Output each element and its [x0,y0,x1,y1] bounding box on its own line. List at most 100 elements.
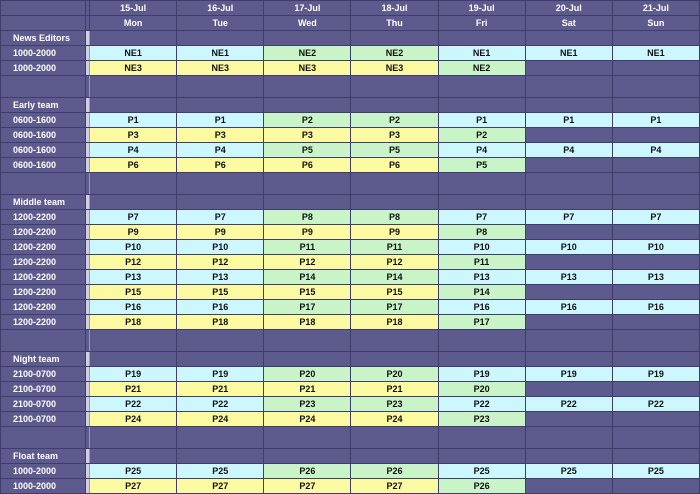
shift-cell[interactable]: P1 [611,112,700,128]
shift-cell[interactable]: P8 [263,209,352,225]
shift-cell[interactable]: P2 [437,127,526,143]
shift-cell[interactable]: P14 [263,269,352,285]
shift-cell[interactable]: P4 [611,142,700,158]
shift-cell[interactable]: P1 [437,112,526,128]
shift-cell[interactable]: P8 [437,224,526,240]
shift-cell[interactable]: P14 [350,269,439,285]
shift-cell[interactable]: NE3 [176,60,265,76]
shift-cell[interactable]: P24 [89,411,178,427]
shift-cell[interactable]: NE1 [89,45,178,61]
shift-cell[interactable]: P20 [350,366,439,382]
shift-cell[interactable]: P10 [176,239,265,255]
shift-cell[interactable]: P10 [437,239,526,255]
shift-cell[interactable]: P2 [350,112,439,128]
shift-cell[interactable]: P4 [437,142,526,158]
shift-cell[interactable]: P26 [437,478,526,494]
shift-cell[interactable]: P11 [437,254,526,270]
shift-cell[interactable]: P7 [89,209,178,225]
shift-cell[interactable]: P16 [176,299,265,315]
shift-cell[interactable]: P22 [437,396,526,412]
shift-cell[interactable]: P27 [350,478,439,494]
shift-cell[interactable]: P16 [611,299,700,315]
shift-cell[interactable]: NE1 [176,45,265,61]
shift-cell[interactable]: P22 [89,396,178,412]
shift-cell[interactable]: NE3 [350,60,439,76]
shift-cell[interactable]: P13 [176,269,265,285]
shift-cell[interactable]: P19 [437,366,526,382]
shift-cell[interactable]: P3 [350,127,439,143]
shift-cell[interactable]: P3 [176,127,265,143]
shift-cell[interactable]: P21 [263,381,352,397]
shift-cell[interactable]: P25 [611,463,700,479]
shift-cell[interactable]: P17 [263,299,352,315]
shift-cell[interactable]: P9 [263,224,352,240]
shift-cell[interactable]: P6 [176,157,265,173]
shift-cell[interactable]: P20 [263,366,352,382]
shift-cell[interactable]: P25 [176,463,265,479]
shift-cell[interactable]: NE2 [437,60,526,76]
shift-cell[interactable]: P15 [89,284,178,300]
shift-cell[interactable]: NE1 [611,45,700,61]
shift-cell[interactable]: P12 [263,254,352,270]
shift-cell[interactable]: P23 [350,396,439,412]
shift-cell[interactable]: P16 [89,299,178,315]
shift-cell[interactable]: P9 [176,224,265,240]
shift-cell[interactable]: NE2 [263,45,352,61]
shift-cell[interactable]: P1 [89,112,178,128]
shift-cell[interactable]: P6 [350,157,439,173]
shift-cell[interactable]: P2 [263,112,352,128]
shift-cell[interactable]: P5 [437,157,526,173]
shift-cell[interactable]: P26 [263,463,352,479]
shift-cell[interactable]: P18 [176,314,265,330]
shift-cell[interactable]: P21 [89,381,178,397]
shift-cell[interactable]: P19 [524,366,613,382]
shift-cell[interactable]: P25 [437,463,526,479]
shift-cell[interactable]: P10 [524,239,613,255]
shift-cell[interactable]: NE2 [350,45,439,61]
shift-cell[interactable]: P9 [350,224,439,240]
shift-cell[interactable]: P18 [89,314,178,330]
shift-cell[interactable]: P12 [89,254,178,270]
shift-cell[interactable]: NE3 [89,60,178,76]
shift-cell[interactable]: P12 [350,254,439,270]
shift-cell[interactable]: P24 [350,411,439,427]
shift-cell[interactable]: P24 [263,411,352,427]
shift-cell[interactable]: P19 [176,366,265,382]
shift-cell[interactable]: NE3 [263,60,352,76]
shift-cell[interactable]: P27 [89,478,178,494]
shift-cell[interactable]: P3 [89,127,178,143]
shift-cell[interactable]: P21 [350,381,439,397]
shift-cell[interactable]: P8 [350,209,439,225]
shift-cell[interactable]: P23 [437,411,526,427]
shift-cell[interactable]: P13 [89,269,178,285]
shift-cell[interactable]: P27 [176,478,265,494]
shift-cell[interactable]: P19 [611,366,700,382]
shift-cell[interactable]: P21 [176,381,265,397]
shift-cell[interactable]: NE1 [437,45,526,61]
shift-cell[interactable]: P13 [611,269,700,285]
shift-cell[interactable]: NE1 [524,45,613,61]
shift-cell[interactable]: P5 [350,142,439,158]
shift-cell[interactable]: P7 [611,209,700,225]
shift-cell[interactable]: P13 [437,269,526,285]
shift-cell[interactable]: P17 [350,299,439,315]
shift-cell[interactable]: P20 [437,381,526,397]
shift-cell[interactable]: P7 [437,209,526,225]
shift-cell[interactable]: P19 [89,366,178,382]
shift-cell[interactable]: P14 [437,284,526,300]
shift-cell[interactable]: P5 [263,142,352,158]
shift-cell[interactable]: P10 [611,239,700,255]
shift-cell[interactable]: P6 [263,157,352,173]
shift-cell[interactable]: P13 [524,269,613,285]
shift-cell[interactable]: P15 [263,284,352,300]
shift-cell[interactable]: P3 [263,127,352,143]
shift-cell[interactable]: P12 [176,254,265,270]
shift-cell[interactable]: P9 [89,224,178,240]
shift-cell[interactable]: P11 [263,239,352,255]
shift-cell[interactable]: P11 [350,239,439,255]
shift-cell[interactable]: P25 [524,463,613,479]
shift-cell[interactable]: P26 [350,463,439,479]
shift-cell[interactable]: P15 [176,284,265,300]
shift-cell[interactable]: P18 [350,314,439,330]
shift-cell[interactable]: P10 [89,239,178,255]
